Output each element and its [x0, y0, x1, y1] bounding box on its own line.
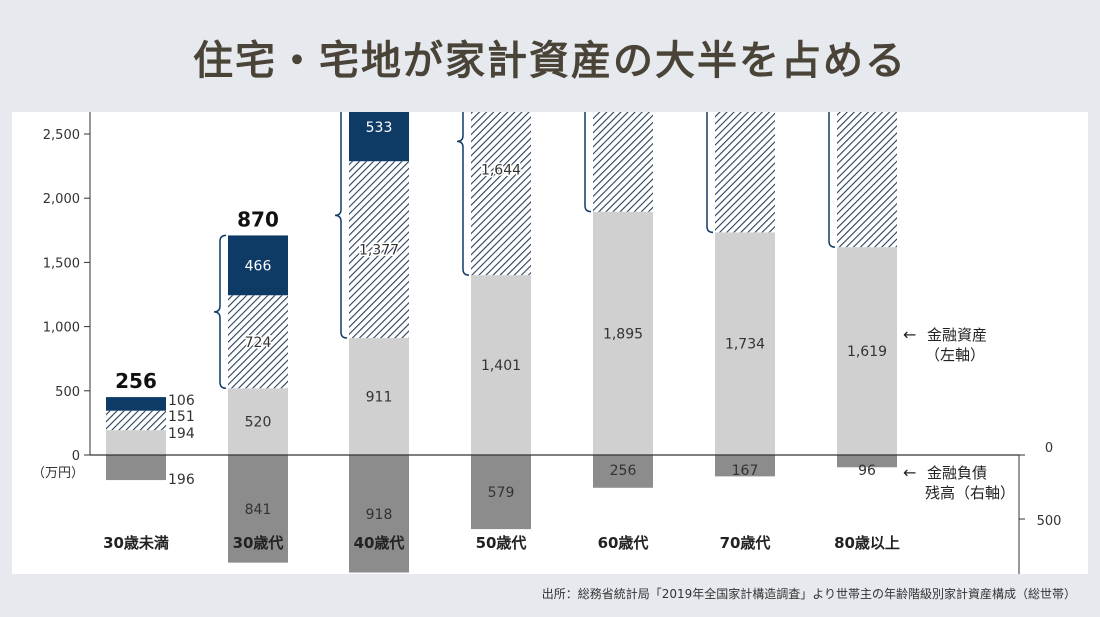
- housing-value-label: 466: [245, 258, 272, 274]
- bracket: [584, 112, 592, 213]
- financial-bar: [106, 430, 166, 455]
- housing-bar: [228, 235, 288, 296]
- total-label: 256: [115, 369, 157, 393]
- debt-bar: [106, 455, 166, 481]
- land-bar: [349, 161, 409, 339]
- page-title: 住宅・宅地が家計資産の大半を占める: [193, 38, 907, 84]
- right-axis-tick-label: 0: [1045, 441, 1053, 456]
- legend-arrow: ←: [903, 325, 916, 344]
- debt-bar: [228, 455, 288, 563]
- debt-value-label: 841: [245, 502, 272, 518]
- land-bar: [837, 112, 897, 248]
- financial-value-label: 194: [168, 426, 195, 442]
- land-value-label: 1,377: [359, 243, 399, 259]
- debt-value-label: 96: [858, 463, 876, 479]
- category-label: 50歳代: [476, 534, 527, 552]
- legend-label-financial: 金融資産: [927, 326, 987, 344]
- debt-bar: [593, 455, 653, 488]
- left-axis-tick-label: 1,000: [43, 321, 80, 336]
- land-value-label: 724: [245, 335, 272, 351]
- bracket: [828, 112, 836, 248]
- legend-label-debt: 金融負債: [927, 464, 987, 482]
- debt-value-label: 196: [168, 472, 195, 488]
- financial-value-label: 1,401: [481, 358, 521, 374]
- debt-bar: [471, 455, 531, 530]
- bracket: [334, 112, 348, 339]
- financial-value-label: 911: [366, 390, 393, 406]
- housing-bar: [106, 397, 166, 411]
- bracket: [213, 234, 227, 389]
- financial-bar: [593, 211, 653, 455]
- total-label: 870: [237, 207, 279, 231]
- bracket: [706, 112, 714, 234]
- debt-value-label: 256: [610, 463, 637, 479]
- category-label: 30歳未満: [103, 534, 169, 552]
- financial-bar: [837, 247, 897, 455]
- legend-arrow: ←: [903, 463, 916, 482]
- land-bar: [228, 295, 288, 389]
- land-bar: [471, 112, 531, 276]
- left-axis-tick-label: 500: [55, 385, 80, 400]
- land-bar: [593, 112, 653, 212]
- legend-sublabel-debt: 残高（右軸）: [925, 484, 1015, 502]
- financial-value-label: 520: [245, 415, 272, 431]
- category-label: 40歳代: [354, 534, 405, 552]
- financial-bar: [349, 338, 409, 455]
- debt-value-label: 167: [732, 463, 759, 479]
- housing-bar: [349, 112, 409, 162]
- financial-value-label: 1,619: [847, 344, 887, 360]
- land-value-label: 151: [168, 409, 195, 425]
- housing-value-label: 533: [366, 120, 393, 136]
- debt-bar: [837, 455, 897, 468]
- left-axis-unit: （万円）: [32, 466, 84, 481]
- land-value-label: 1,644: [481, 163, 521, 179]
- land-bar: [106, 410, 166, 431]
- bracket: [456, 112, 470, 276]
- category-label: 30歳代: [233, 534, 284, 552]
- left-axis-tick-label: 2,500: [43, 128, 80, 143]
- debt-bar: [715, 455, 775, 477]
- debt-value-label: 579: [488, 485, 515, 501]
- category-label: 80歳以上: [834, 534, 900, 552]
- right-axis-tick-label: 500: [1037, 514, 1062, 529]
- financial-bar: [715, 232, 775, 455]
- debt-bar: [349, 455, 409, 573]
- debt-value-label: 918: [366, 507, 393, 523]
- category-label: 60歳代: [598, 534, 649, 552]
- left-axis-tick-label: 2,000: [43, 192, 80, 207]
- chart-panel: 05001,0001,5002,0002,5003,0003,5004,0004…: [12, 112, 1088, 574]
- category-label: 70歳代: [720, 534, 771, 552]
- legend-sublabel-financial: （左軸）: [925, 346, 985, 364]
- left-axis-tick-label: 1,500: [43, 256, 80, 271]
- financial-value-label: 1,895: [603, 326, 643, 342]
- left-axis-tick-label: 0: [72, 449, 80, 464]
- source-note: 出所：総務省統計局「2019年全国家計構造調査」より世帯主の年齢階級別家計資産構…: [541, 587, 1076, 601]
- financial-bar: [471, 275, 531, 455]
- financial-value-label: 1,734: [725, 337, 765, 353]
- land-bar: [715, 112, 775, 233]
- chart: 05001,0001,5002,0002,5003,0003,5004,0004…: [32, 112, 1062, 574]
- financial-bar: [228, 388, 288, 455]
- housing-value-label: 106: [168, 393, 195, 409]
